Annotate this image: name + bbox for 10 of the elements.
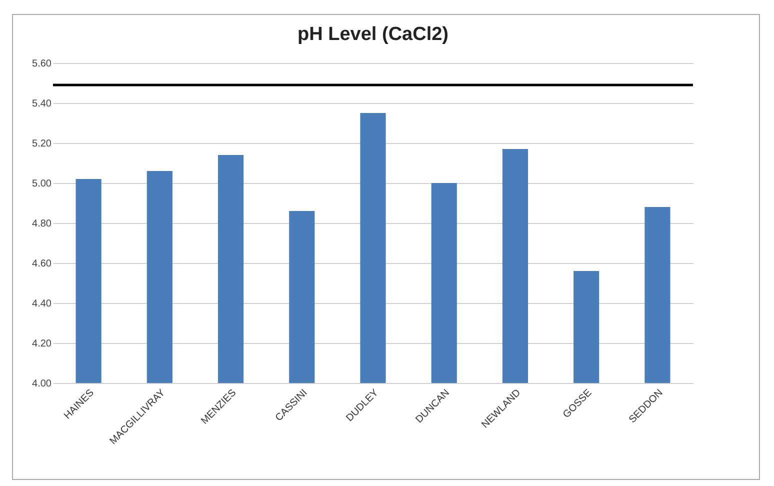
- y-tick-label: 4.80: [32, 218, 52, 230]
- y-tick-label: 5.40: [32, 98, 52, 110]
- y-tick-label: 5.00: [32, 178, 52, 190]
- y-tick-label: 4.20: [32, 338, 52, 350]
- y-tick-label: 4.40: [32, 298, 52, 310]
- y-tick-label: 5.60: [32, 58, 52, 70]
- y-tick-label: 4.60: [32, 258, 52, 270]
- y-tick-label: 4.00: [32, 378, 52, 390]
- chart-title: pH Level (CaCl2): [298, 24, 448, 45]
- y-tick-label: 5.20: [32, 138, 52, 150]
